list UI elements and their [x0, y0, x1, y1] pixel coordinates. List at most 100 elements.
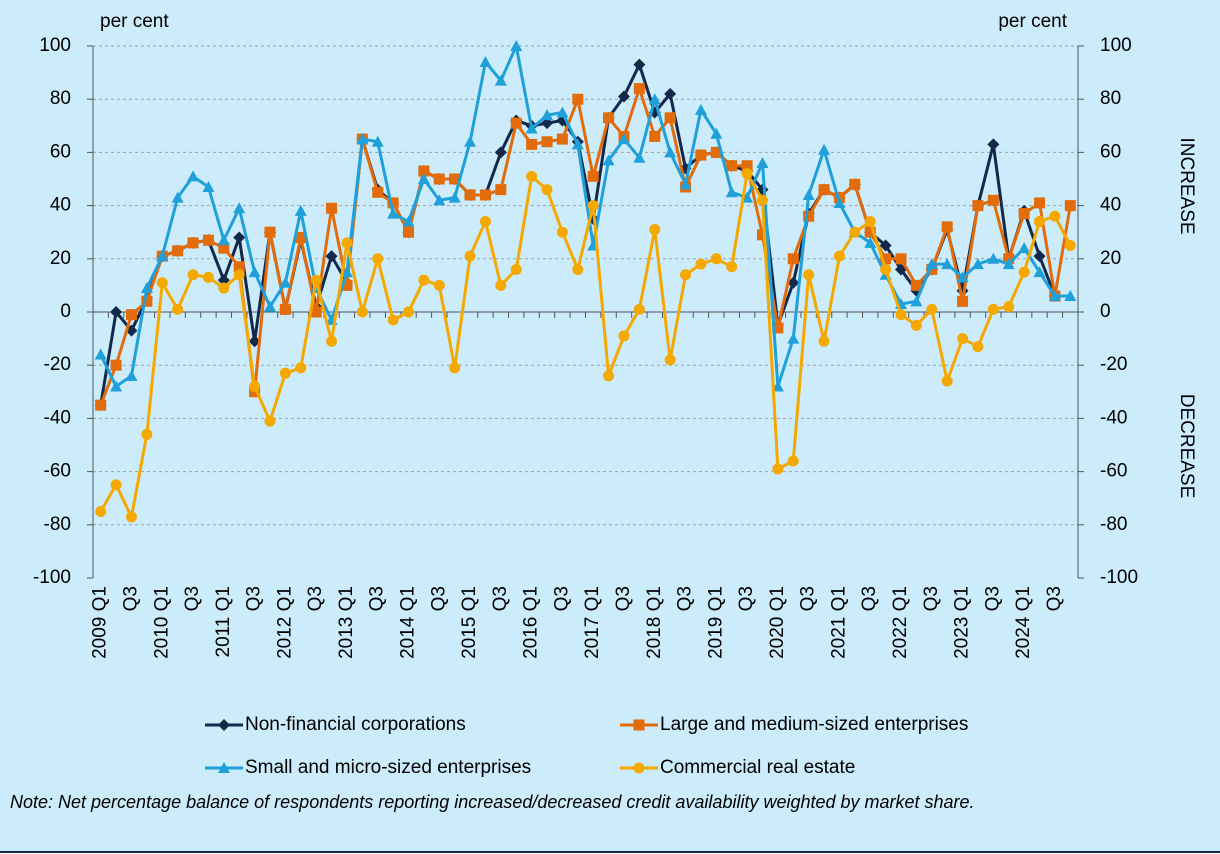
- data-point: [279, 303, 291, 315]
- x-tick-label: Q3: [736, 586, 757, 611]
- x-tick-label: Q3: [859, 586, 880, 611]
- data-point: [495, 184, 507, 196]
- data-point: [987, 194, 999, 206]
- data-point: [310, 274, 322, 286]
- data-point: [110, 380, 123, 392]
- y-tick-label: -40: [44, 407, 71, 428]
- data-point: [787, 332, 800, 344]
- data-point: [726, 261, 738, 273]
- data-point: [541, 109, 554, 121]
- data-point: [387, 314, 399, 326]
- data-point: [172, 303, 184, 315]
- y2-tick-label: 0: [1100, 301, 1111, 322]
- data-point: [356, 306, 368, 318]
- data-point: [987, 138, 1000, 151]
- y-tick-label: 20: [50, 248, 71, 269]
- data-point: [233, 261, 245, 273]
- data-point: [879, 239, 892, 252]
- data-point: [325, 250, 338, 263]
- data-point: [1049, 210, 1061, 222]
- data-point: [464, 250, 476, 262]
- data-point: [125, 369, 138, 381]
- data-point: [756, 229, 768, 241]
- data-point: [849, 226, 861, 238]
- y2-tick-label: -60: [1100, 461, 1127, 482]
- y2-tick-label: 60: [1100, 141, 1121, 162]
- data-point: [156, 277, 168, 289]
- data-point: [94, 348, 107, 360]
- x-tick-label: 2021 Q1: [828, 586, 849, 659]
- data-point: [556, 106, 569, 118]
- x-tick-label: 2017 Q1: [582, 586, 603, 659]
- data-point: [603, 112, 615, 124]
- data-point: [510, 117, 522, 129]
- x-tick-label: 2024 Q1: [1013, 586, 1034, 659]
- data-point: [556, 226, 568, 238]
- data-point: [603, 370, 615, 382]
- x-tick-label: Q3: [182, 586, 203, 611]
- data-point: [602, 154, 615, 166]
- data-point: [910, 279, 922, 291]
- data-point: [617, 133, 630, 145]
- data-point: [1018, 266, 1030, 278]
- legend-marker: [633, 762, 645, 774]
- data-point: [726, 160, 738, 172]
- data-point: [202, 180, 215, 192]
- y2-tick-label: -40: [1100, 407, 1127, 428]
- data-point: [802, 188, 815, 200]
- data-point: [633, 58, 646, 71]
- data-point: [433, 173, 445, 185]
- x-tick-label: 2011 Q1: [213, 586, 234, 657]
- data-point: [1033, 250, 1046, 263]
- data-point: [218, 282, 230, 294]
- data-point: [295, 362, 307, 374]
- x-tick-label: Q3: [120, 586, 141, 611]
- y-tick-label: 40: [50, 195, 71, 216]
- data-point: [217, 234, 230, 246]
- data-point: [571, 138, 584, 150]
- data-point: [95, 399, 107, 411]
- y2-tick-label: 40: [1100, 195, 1121, 216]
- x-tick-label: 2013 Q1: [336, 586, 357, 659]
- data-point: [140, 282, 153, 294]
- data-point: [695, 149, 707, 161]
- data-point: [617, 90, 630, 103]
- y-tick-label: -100: [33, 567, 71, 588]
- data-point: [710, 253, 722, 265]
- data-point: [956, 271, 969, 283]
- data-point: [433, 194, 446, 206]
- x-tick-label: Q3: [675, 586, 696, 611]
- y-tick-label: -60: [44, 461, 71, 482]
- data-point: [448, 191, 461, 203]
- data-point: [1033, 266, 1046, 278]
- y-tick-label: 80: [50, 88, 71, 109]
- legend-label: Small and micro-sized enterprises: [245, 757, 531, 778]
- data-point: [141, 295, 153, 307]
- series-line: [99, 172, 1072, 519]
- x-tick-label: 2009 Q1: [90, 586, 111, 659]
- data-point: [248, 266, 261, 278]
- data-point: [326, 335, 338, 347]
- data-point: [803, 210, 815, 222]
- data-point: [741, 160, 753, 172]
- data-point: [803, 269, 815, 281]
- data-point: [217, 274, 230, 287]
- data-point: [972, 200, 984, 212]
- data-point: [880, 263, 892, 275]
- data-point: [371, 135, 384, 147]
- x-tick-label: 2010 Q1: [151, 586, 172, 659]
- data-point: [971, 258, 984, 270]
- data-point: [387, 207, 400, 219]
- data-point: [541, 184, 553, 196]
- data-point: [340, 266, 353, 278]
- y2-tick-label: 100: [1100, 35, 1132, 56]
- data-point: [233, 269, 245, 281]
- data-point: [679, 178, 692, 190]
- data-point: [880, 253, 892, 265]
- data-point: [264, 226, 276, 238]
- data-point: [664, 112, 676, 124]
- data-point: [818, 143, 831, 155]
- data-point: [710, 146, 722, 158]
- x-tick-label: 2019 Q1: [705, 586, 726, 659]
- data-point: [987, 303, 999, 315]
